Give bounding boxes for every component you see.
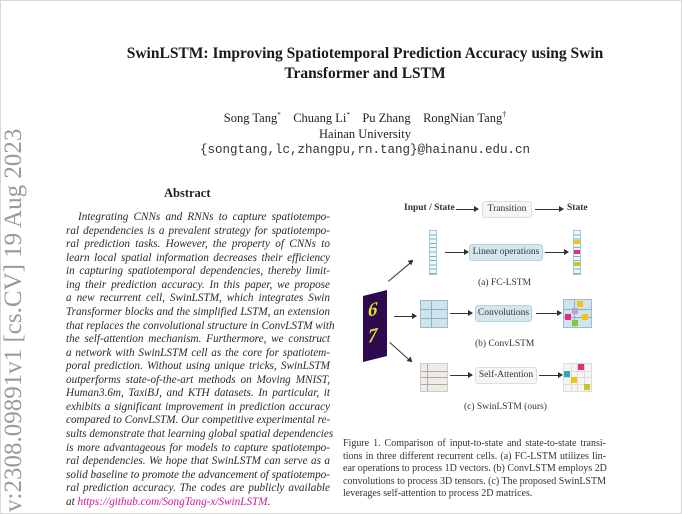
arxiv-stamp: v:2308.09891v1 [cs.CV] 19 Aug 2023 (0, 128, 27, 512)
code-link[interactable]: https://github.com/SongTang-x/SwinLSTM (77, 495, 268, 508)
abstract-line: compared to ConvLSTM. Our competitive ex… (66, 414, 331, 427)
row-label-swinlstm: (c) SwinLSTM (ours) (464, 402, 547, 412)
abstract-line: the self-attention mechanism. Furthermor… (66, 333, 330, 346)
abstract-line: poral prediction. Without using unique t… (66, 360, 330, 373)
arrow-icon (536, 310, 562, 316)
row-label-fc-lstm: (a) FC-LSTM (478, 278, 532, 288)
figure-caption: Figure 1. Comparison of input-to-state a… (343, 438, 607, 501)
convolutions-box: Convolutions (475, 305, 532, 322)
author: Pu Zhang (362, 111, 411, 126)
paper-title-line-1: SwinLSTM: Improving Spatiotemporal Predi… (126, 45, 604, 62)
author-list: Song Tang* Chuang Li* Pu Zhang RongNian … (60, 110, 670, 126)
output-vector (573, 230, 581, 275)
abstract-line: ral dependencies. We hope that SwinLSTM … (66, 455, 330, 468)
email: {songtang,lc,zhangpu,rn.tang}@hainanu.ed… (199, 143, 531, 157)
digit: 6 (368, 298, 378, 322)
abstract-line: that replaces the convolutional structur… (66, 319, 335, 332)
caption-line: leverages self-attention to process 2D m… (343, 488, 533, 500)
row-label-convlstm: (b) ConvLSTM (475, 339, 535, 349)
paper-title-line-2: Transformer and LSTM (284, 65, 446, 82)
abstract-last-line: at https://github.com/SongTang-x/SwinLST… (66, 495, 271, 508)
digit: 7 (368, 324, 378, 348)
output-tensor (563, 299, 592, 328)
abstract-line: solid baseline to promote the advancemen… (66, 468, 330, 481)
caption-line: Figure 1. Comparison of input-to-state a… (343, 438, 606, 449)
input-vector (429, 230, 437, 275)
author: RongNian Tang† (423, 110, 507, 126)
arrow-icon (450, 372, 473, 378)
abstract-line: Transformer blocks and the simplified LS… (66, 305, 330, 318)
caption-line: convolutions to process 3D tensors. (c) … (343, 475, 606, 487)
arrow-icon (545, 249, 569, 255)
abstract-heading: Abstract (164, 186, 211, 200)
author: Song Tang* (223, 111, 281, 126)
mnist-input-image: 6 7 (363, 290, 387, 362)
legend-input: Input / State (404, 203, 455, 213)
abstract-line: ing their prediction accuracy. In this p… (66, 278, 330, 291)
abstract-line: sults demonstrate that learning global s… (66, 428, 334, 440)
arrow-icon (450, 310, 473, 316)
arrow-icon (535, 206, 564, 212)
arrow-icon (456, 206, 479, 212)
abstract-line: learn local spatial information decrease… (66, 251, 330, 264)
abstract-line: a network with SwinLSTM cell as the core… (66, 346, 330, 359)
abstract-line: Human3.6m, TaxiBJ, and KTH datasets. In … (66, 387, 330, 400)
arrow-icon (539, 372, 563, 378)
abstract-body: Integrating CNNs and RNNs to capture spa… (66, 211, 335, 509)
abstract-line: in capturing spatiotemporal dependencies… (66, 265, 330, 278)
abstract-line: exhibits a significant improvement in pr… (66, 400, 330, 413)
output-matrix (563, 363, 592, 392)
caption-line: tions in three different recurrent cells… (343, 450, 606, 462)
arrow-icon (394, 313, 417, 319)
input-matrix (420, 363, 448, 392)
author: Chuang Li* (293, 111, 350, 126)
abstract-line: a new recurrent cell, SwinLSTM, which in… (66, 292, 330, 305)
affiliation: Hainan University (319, 127, 411, 141)
arrow-icon (445, 249, 469, 255)
abstract-line: ral prediction accuracy. The codes are p… (66, 482, 330, 495)
linear-operations-box: Linear operations (469, 244, 543, 261)
input-tensor (420, 300, 448, 328)
abstract-line: ral dependencies is a prevalent strategy… (66, 224, 330, 237)
abstract-line: ral prediction tasks. However, the prope… (66, 238, 330, 251)
self-attention-box: Self-Attention (475, 367, 537, 384)
abstract-line: outperforms state-of-the-art methods on … (66, 373, 330, 386)
legend-state: State (567, 203, 588, 213)
abstract-line: is more advantageous for models to captu… (66, 441, 330, 454)
caption-line: ear operations to process 1D vectors. (b… (343, 463, 607, 475)
abstract-line: Integrating CNNs and RNNs to capture spa… (78, 211, 330, 223)
transition-box: Transition (482, 201, 532, 218)
